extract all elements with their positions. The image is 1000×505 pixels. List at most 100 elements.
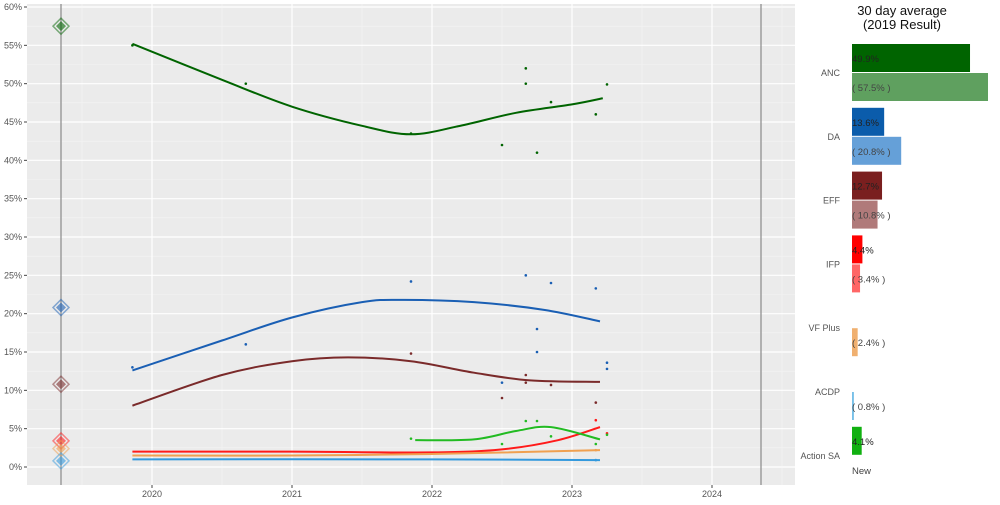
poll-point-eff (409, 352, 413, 355)
result-bar (852, 392, 854, 420)
result-label: New (852, 466, 871, 477)
y-tick-label: 55% (4, 40, 22, 50)
poll-point-da (535, 327, 539, 331)
party-label: ANC (821, 68, 841, 78)
y-tick-label: 5% (9, 424, 22, 434)
poll-point-da (605, 367, 609, 371)
result-diamond (56, 21, 66, 32)
avg-bar (852, 426, 862, 455)
result-bar (852, 328, 858, 357)
result-diamond (56, 443, 66, 454)
y-tick-label: 10% (4, 385, 22, 395)
poll-point-da (605, 361, 609, 365)
poll-point-action-sa (549, 435, 553, 438)
party-label: Action SA (800, 451, 840, 461)
poll-point-da (131, 366, 134, 369)
poll-point-eff (594, 401, 598, 404)
result-diamond-outline (51, 375, 71, 394)
poll-point-da (549, 281, 553, 285)
result-diamond (56, 455, 66, 466)
avg-label: 13.6% (852, 118, 879, 129)
poll-point-action-sa (524, 419, 528, 423)
trend-line-anc (132, 42, 603, 136)
avg-bar (852, 235, 863, 264)
poll-point-da (535, 350, 539, 354)
bar-title-line2: (2019 Result) (863, 17, 941, 32)
party-label: VF Plus (808, 323, 840, 333)
party-label: DA (827, 132, 840, 142)
poll-point-action-sa (409, 437, 413, 440)
x-tick-label: 2022 (422, 489, 442, 499)
poll-point-anc (244, 82, 248, 85)
poll-point-da (244, 343, 248, 346)
result-label: ( 2.4% ) (852, 338, 885, 349)
y-tick-label: 50% (4, 79, 22, 89)
x-tick-label: 2020 (142, 489, 162, 499)
poll-point-anc (524, 67, 528, 70)
avg-label: 4.1% (852, 437, 874, 448)
result-diamond-outline (51, 298, 71, 317)
trend-line-da (132, 298, 601, 372)
avg-bar (852, 171, 883, 200)
trend-line-ifp (132, 426, 601, 454)
poll-point-action-sa (594, 442, 598, 446)
y-tick-label: 35% (4, 194, 22, 204)
poll-point-ifp (594, 418, 598, 422)
y-tick-label: 40% (4, 155, 22, 165)
result-label: ( 20.8% ) (852, 147, 891, 158)
avg-bar (852, 44, 971, 72)
poll-point-action-sa (500, 442, 504, 446)
result-bar (852, 73, 988, 101)
result-bar (852, 264, 861, 293)
plot-panel (27, 4, 795, 485)
poll-point-anc (500, 143, 504, 147)
avg-label: 4.4% (852, 245, 874, 256)
poll-point-eff (524, 381, 528, 384)
avg-label: 12.7% (852, 182, 879, 193)
party-label: EFF (823, 196, 841, 206)
party-label: ACDP (815, 387, 840, 397)
poll-point-action-sa (535, 419, 539, 423)
result-label: ( 10.8% ) (852, 211, 891, 222)
poll-point-da (524, 274, 528, 277)
poll-point-anc (535, 151, 539, 154)
trend-line-vf-plus (132, 449, 601, 457)
y-tick-label: 30% (4, 232, 22, 242)
result-label: ( 0.8% ) (852, 402, 885, 413)
trend-line-eff (132, 356, 601, 407)
poll-point-action-sa (605, 433, 609, 437)
y-tick-label: 25% (4, 270, 22, 280)
bar-title-line1: 30 day average (857, 3, 947, 18)
result-bar (852, 136, 902, 165)
avg-bar (852, 107, 885, 136)
result-label: ( 3.4% ) (852, 274, 885, 285)
x-tick-label: 2021 (282, 489, 302, 499)
x-tick-label: 2024 (702, 489, 722, 499)
y-tick-label: 0% (9, 462, 22, 472)
result-diamond (56, 379, 66, 390)
poll-point-da (409, 280, 413, 283)
y-tick-label: 15% (4, 347, 22, 357)
y-tick-label: 45% (4, 117, 22, 127)
avg-label: 49.9% (852, 54, 879, 65)
result-diamond-outline (51, 17, 71, 36)
party-label: IFP (826, 259, 840, 269)
poll-point-eff (524, 373, 528, 377)
poll-point-anc (605, 83, 609, 86)
result-label: ( 57.5% ) (852, 83, 891, 94)
result-diamond (56, 302, 66, 313)
poll-point-anc (594, 113, 598, 116)
result-diamond-outline (51, 451, 71, 470)
y-tick-label: 20% (4, 309, 22, 319)
y-tick-label: 60% (4, 2, 22, 12)
poll-point-anc (549, 100, 553, 104)
result-bar (852, 200, 878, 229)
trend-line-action-sa (415, 425, 601, 442)
poll-point-da (500, 381, 504, 384)
trend-line-acdp (132, 458, 601, 462)
poll-point-eff (549, 383, 553, 387)
poll-point-anc (524, 82, 528, 85)
poll-point-eff (500, 396, 504, 400)
x-tick-label: 2023 (562, 489, 582, 499)
